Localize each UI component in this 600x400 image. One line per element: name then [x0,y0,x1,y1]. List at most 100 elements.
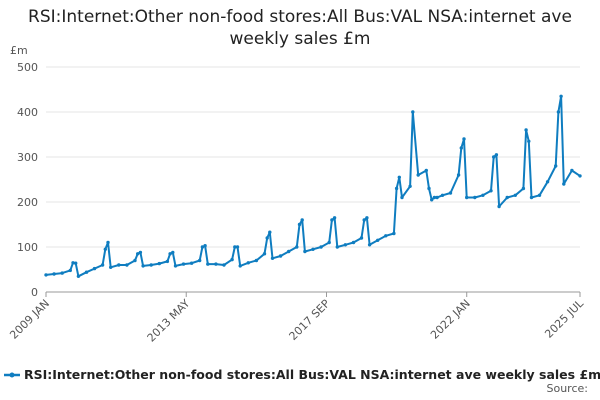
data-point[interactable] [138,250,143,255]
data-point[interactable] [327,240,331,245]
data-point[interactable] [300,218,304,222]
data-point[interactable] [319,245,323,249]
data-point[interactable] [365,216,369,220]
data-point[interactable] [100,263,105,267]
data-point[interactable] [497,204,501,209]
data-point[interactable] [556,110,561,114]
data-point[interactable] [71,261,75,265]
data-point[interactable] [303,249,307,254]
data-point[interactable] [424,168,428,173]
data-point[interactable] [462,137,466,141]
data-point[interactable] [222,263,226,267]
data-point[interactable] [578,174,582,178]
data-point[interactable] [524,128,528,132]
data-point[interactable] [92,266,97,271]
data-point[interactable] [559,94,563,99]
data-point[interactable] [254,258,259,263]
data-point[interactable] [262,252,267,256]
data-point[interactable] [376,238,380,242]
data-point[interactable] [198,258,202,263]
data-point[interactable] [513,193,517,197]
data-point[interactable] [157,261,161,266]
data-point[interactable] [521,186,526,191]
data-point[interactable] [125,263,129,267]
data-point[interactable] [60,271,64,275]
data-point[interactable] [136,252,140,256]
data-point[interactable] [149,263,153,267]
data-point[interactable] [297,222,302,227]
data-point[interactable] [332,216,337,220]
data-point[interactable] [427,186,431,191]
data-point[interactable] [440,193,445,197]
data-point[interactable] [165,259,170,264]
data-point[interactable] [554,164,558,168]
data-point[interactable] [246,261,250,265]
data-point[interactable] [117,263,121,267]
data-point[interactable] [330,218,334,222]
data-point[interactable] [367,243,372,247]
data-point[interactable] [270,256,275,260]
data-point[interactable] [343,243,348,247]
data-point[interactable] [268,230,272,234]
data-point[interactable] [489,189,493,193]
data-point[interactable] [459,146,463,150]
data-point[interactable] [570,168,574,173]
data-point[interactable] [230,257,234,262]
data-point[interactable] [494,153,499,157]
data-point[interactable] [411,110,415,114]
data-point[interactable] [200,245,205,249]
legend-series-label[interactable]: RSI:Internet:Other non-food stores:All B… [24,367,600,382]
data-point[interactable] [203,244,207,248]
data-point[interactable] [287,249,291,254]
data-point[interactable] [133,258,137,263]
data-point[interactable] [181,262,186,266]
data-point[interactable] [173,264,178,268]
data-point[interactable] [408,184,412,188]
data-point[interactable] [529,195,534,200]
data-point[interactable] [189,261,194,265]
data-point[interactable] [384,234,388,238]
data-point[interactable] [448,191,453,195]
data-point[interactable] [171,250,175,255]
data-point[interactable] [562,182,566,186]
data-point[interactable] [233,245,237,249]
data-point[interactable] [481,193,485,197]
data-point[interactable] [394,186,399,191]
data-point[interactable] [311,247,315,251]
data-point[interactable] [265,236,269,240]
data-point[interactable] [492,155,496,159]
data-point[interactable] [106,240,110,245]
data-point[interactable] [103,247,108,251]
legend[interactable]: RSI:Internet:Other non-food stores:All B… [4,367,600,382]
data-point[interactable] [456,173,461,177]
data-point[interactable] [44,273,48,277]
data-point[interactable] [74,261,78,265]
data-point[interactable] [295,245,299,249]
data-point[interactable] [84,270,89,274]
data-point[interactable] [416,173,420,177]
data-point[interactable] [359,236,364,240]
data-point[interactable] [362,218,366,222]
data-point[interactable] [432,195,437,200]
data-point[interactable] [238,264,242,268]
data-point[interactable] [430,198,434,202]
data-point[interactable] [278,254,283,258]
data-point[interactable] [400,195,404,200]
data-point[interactable] [141,264,145,268]
data-point[interactable] [52,272,56,276]
data-point[interactable] [392,231,396,236]
data-point[interactable] [335,245,339,249]
data-point[interactable] [351,240,356,245]
data-point[interactable] [214,262,218,266]
data-point[interactable] [465,195,469,200]
data-point[interactable] [397,175,401,179]
data-point[interactable] [68,268,73,273]
data-point[interactable] [473,195,477,200]
data-point[interactable] [435,195,439,200]
data-point[interactable] [168,252,172,256]
data-point[interactable] [206,262,210,266]
data-point[interactable] [537,193,542,197]
data-point[interactable] [235,245,240,249]
data-point[interactable] [76,274,81,278]
data-point[interactable] [527,139,531,143]
